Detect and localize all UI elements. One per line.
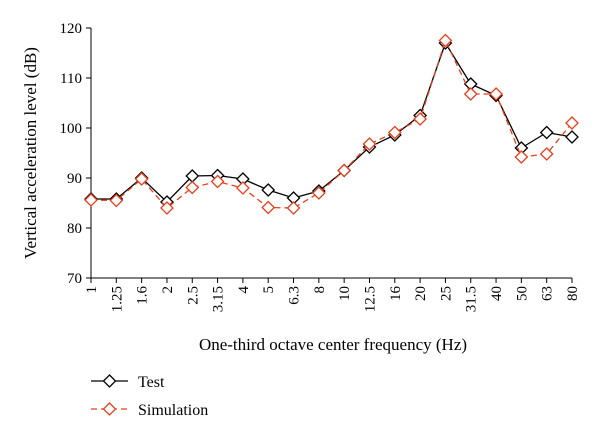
x-tick-label: 1.6 <box>135 286 151 305</box>
data-point-simulation <box>362 137 377 151</box>
data-point-simulation <box>185 180 200 195</box>
data-point-simulation <box>413 112 428 126</box>
series-line-test <box>91 41 573 203</box>
x-tick-label: 20 <box>413 286 429 301</box>
y-tick-label: 90 <box>67 171 82 187</box>
x-tick-label: 2 <box>160 286 176 294</box>
x-tick-label: 63 <box>540 286 556 301</box>
x-axis-ticks: 1 1.25 1.6 2 2.5 3.15 4 5 6.3 8 10 12.5 16 20 25 31.5 40… <box>84 278 581 312</box>
legend-marker-simulation <box>102 402 117 416</box>
x-tick-label: 6.3 <box>287 286 303 305</box>
data-point-test <box>565 130 579 144</box>
data-point-simulation <box>84 193 98 207</box>
data-point-simulation <box>539 147 554 161</box>
legend-label-test: Test <box>138 374 165 391</box>
x-tick-label: 31.5 <box>464 286 480 312</box>
data-point-simulation <box>311 186 326 200</box>
plot-area <box>90 28 572 279</box>
data-point-simulation <box>438 33 453 48</box>
x-tick-label: 2.5 <box>185 286 201 305</box>
data-point-simulation <box>489 87 503 101</box>
series-layer <box>84 33 579 215</box>
x-tick-label: 8 <box>312 286 328 294</box>
legend-marker-test <box>102 374 117 388</box>
legend-label-simulation: Simulation <box>138 402 208 419</box>
y-tick-label: 70 <box>67 271 82 287</box>
x-tick-label: 3.15 <box>211 286 227 312</box>
x-tick-label: 12.5 <box>362 286 378 312</box>
y-axis-ticks: 70 80 90 100 110 120 <box>60 21 91 287</box>
data-point-simulation <box>160 201 174 215</box>
x-tick-label: 4 <box>236 286 252 294</box>
x-tick-label: 80 <box>565 286 581 301</box>
series-line-simulation <box>90 38 573 209</box>
y-tick-label: 110 <box>60 71 82 87</box>
y-tick-label: 80 <box>67 221 82 237</box>
data-point-simulation <box>463 87 478 101</box>
data-point-simulation <box>565 116 579 130</box>
data-point-simulation <box>134 172 149 186</box>
x-tick-label: 5 <box>261 286 277 294</box>
data-point-simulation <box>261 200 276 215</box>
data-point-test <box>539 125 554 140</box>
data-point-simulation <box>109 193 124 208</box>
x-tick-label: 1 <box>84 286 100 294</box>
data-point-test <box>261 183 276 197</box>
x-tick-label: 25 <box>438 286 454 301</box>
legend-item-test: Test <box>91 374 165 391</box>
x-tick-label: 1.25 <box>109 286 125 312</box>
y-axis-title: Vertical acceleration level (dB) <box>21 47 40 259</box>
x-tick-label: 40 <box>489 286 505 301</box>
x-axis-title: One-third octave center frequency (Hz) <box>199 335 467 354</box>
x-tick-label: 16 <box>388 286 404 302</box>
y-tick-label: 120 <box>60 21 83 37</box>
data-point-simulation <box>387 125 402 140</box>
legend-item-simulation: Simulation <box>91 402 208 419</box>
data-point-simulation <box>235 181 250 195</box>
x-tick-label: 50 <box>514 286 530 301</box>
data-point-simulation <box>286 201 301 215</box>
data-point-simulation <box>210 174 225 189</box>
data-point-simulation <box>514 150 529 164</box>
x-tick-label: 10 <box>337 286 353 301</box>
legend: Test Simulation <box>91 374 208 419</box>
y-tick-label: 100 <box>60 121 83 137</box>
data-point-simulation <box>337 163 352 178</box>
